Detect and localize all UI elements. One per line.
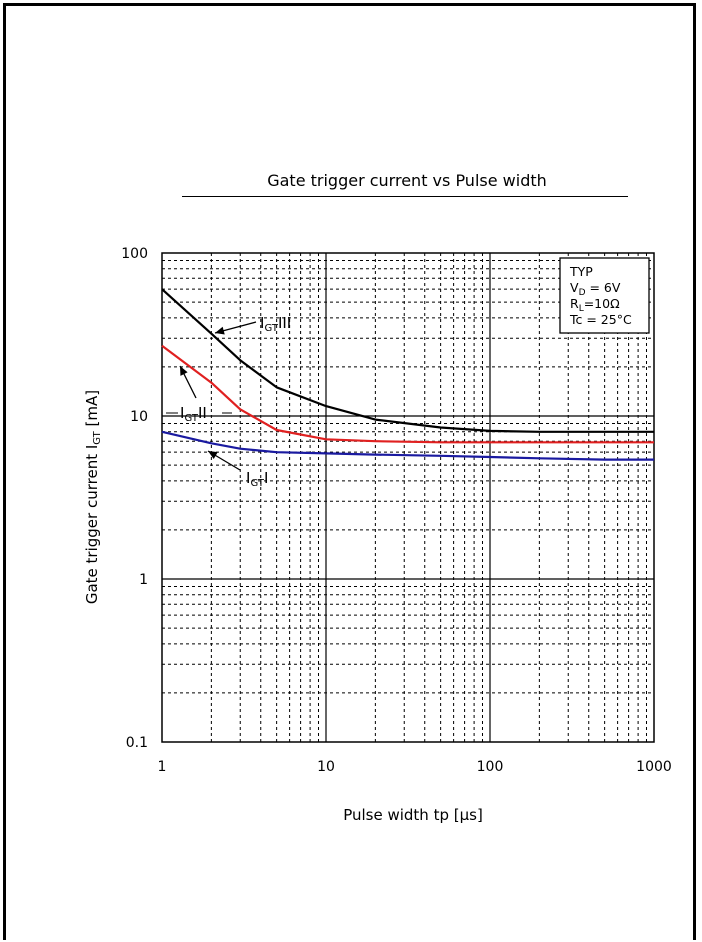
series-layer xyxy=(161,288,654,461)
title-underline xyxy=(182,196,628,197)
condition-line: TYP xyxy=(569,264,593,279)
condition-line: RL=10Ω xyxy=(570,296,620,314)
series-labels: IGTIII IGTII IGTI xyxy=(166,314,291,489)
series-line-1 xyxy=(161,288,654,433)
plot-border xyxy=(161,252,655,743)
page-frame xyxy=(3,3,696,940)
condition-line: Tc = 25°C xyxy=(569,312,632,327)
x-tick-label: 10 xyxy=(317,759,335,775)
y-tick-label: 10 xyxy=(130,409,148,425)
condition-line: VD = 6V xyxy=(570,280,621,298)
x-axis-label: Pulse width tp [μs] xyxy=(343,806,483,824)
plot-border-rect xyxy=(161,252,655,743)
tick-labels: 1 10 100 1000 100 10 1 0.1 xyxy=(121,246,672,775)
series-label-2: IGTII xyxy=(180,404,207,424)
chart-title: Gate trigger current vs Pulse width xyxy=(267,171,547,190)
x-tick-label: 1 xyxy=(158,759,167,775)
arrow-1-head xyxy=(215,326,225,335)
series-line-2 xyxy=(161,344,654,444)
arrow-2-head xyxy=(180,366,188,376)
x-tick-label: 100 xyxy=(477,759,504,775)
arrow-3-head xyxy=(208,451,218,460)
y-tick-label: 1 xyxy=(139,572,148,588)
series-label-3: IGTI xyxy=(246,469,268,489)
series-label-1: IGTIII xyxy=(260,314,291,334)
y-axis-label-group: Gate trigger current IGT [mA] xyxy=(83,390,103,604)
x-tick-label: 1000 xyxy=(636,759,672,775)
conditions-rect xyxy=(559,257,650,334)
y-axis-label: Gate trigger current IGT [mA] xyxy=(83,390,103,604)
y-tick-label: 100 xyxy=(121,246,148,262)
y-tick-label: 0.1 xyxy=(126,735,148,751)
series-line-3 xyxy=(161,430,654,461)
